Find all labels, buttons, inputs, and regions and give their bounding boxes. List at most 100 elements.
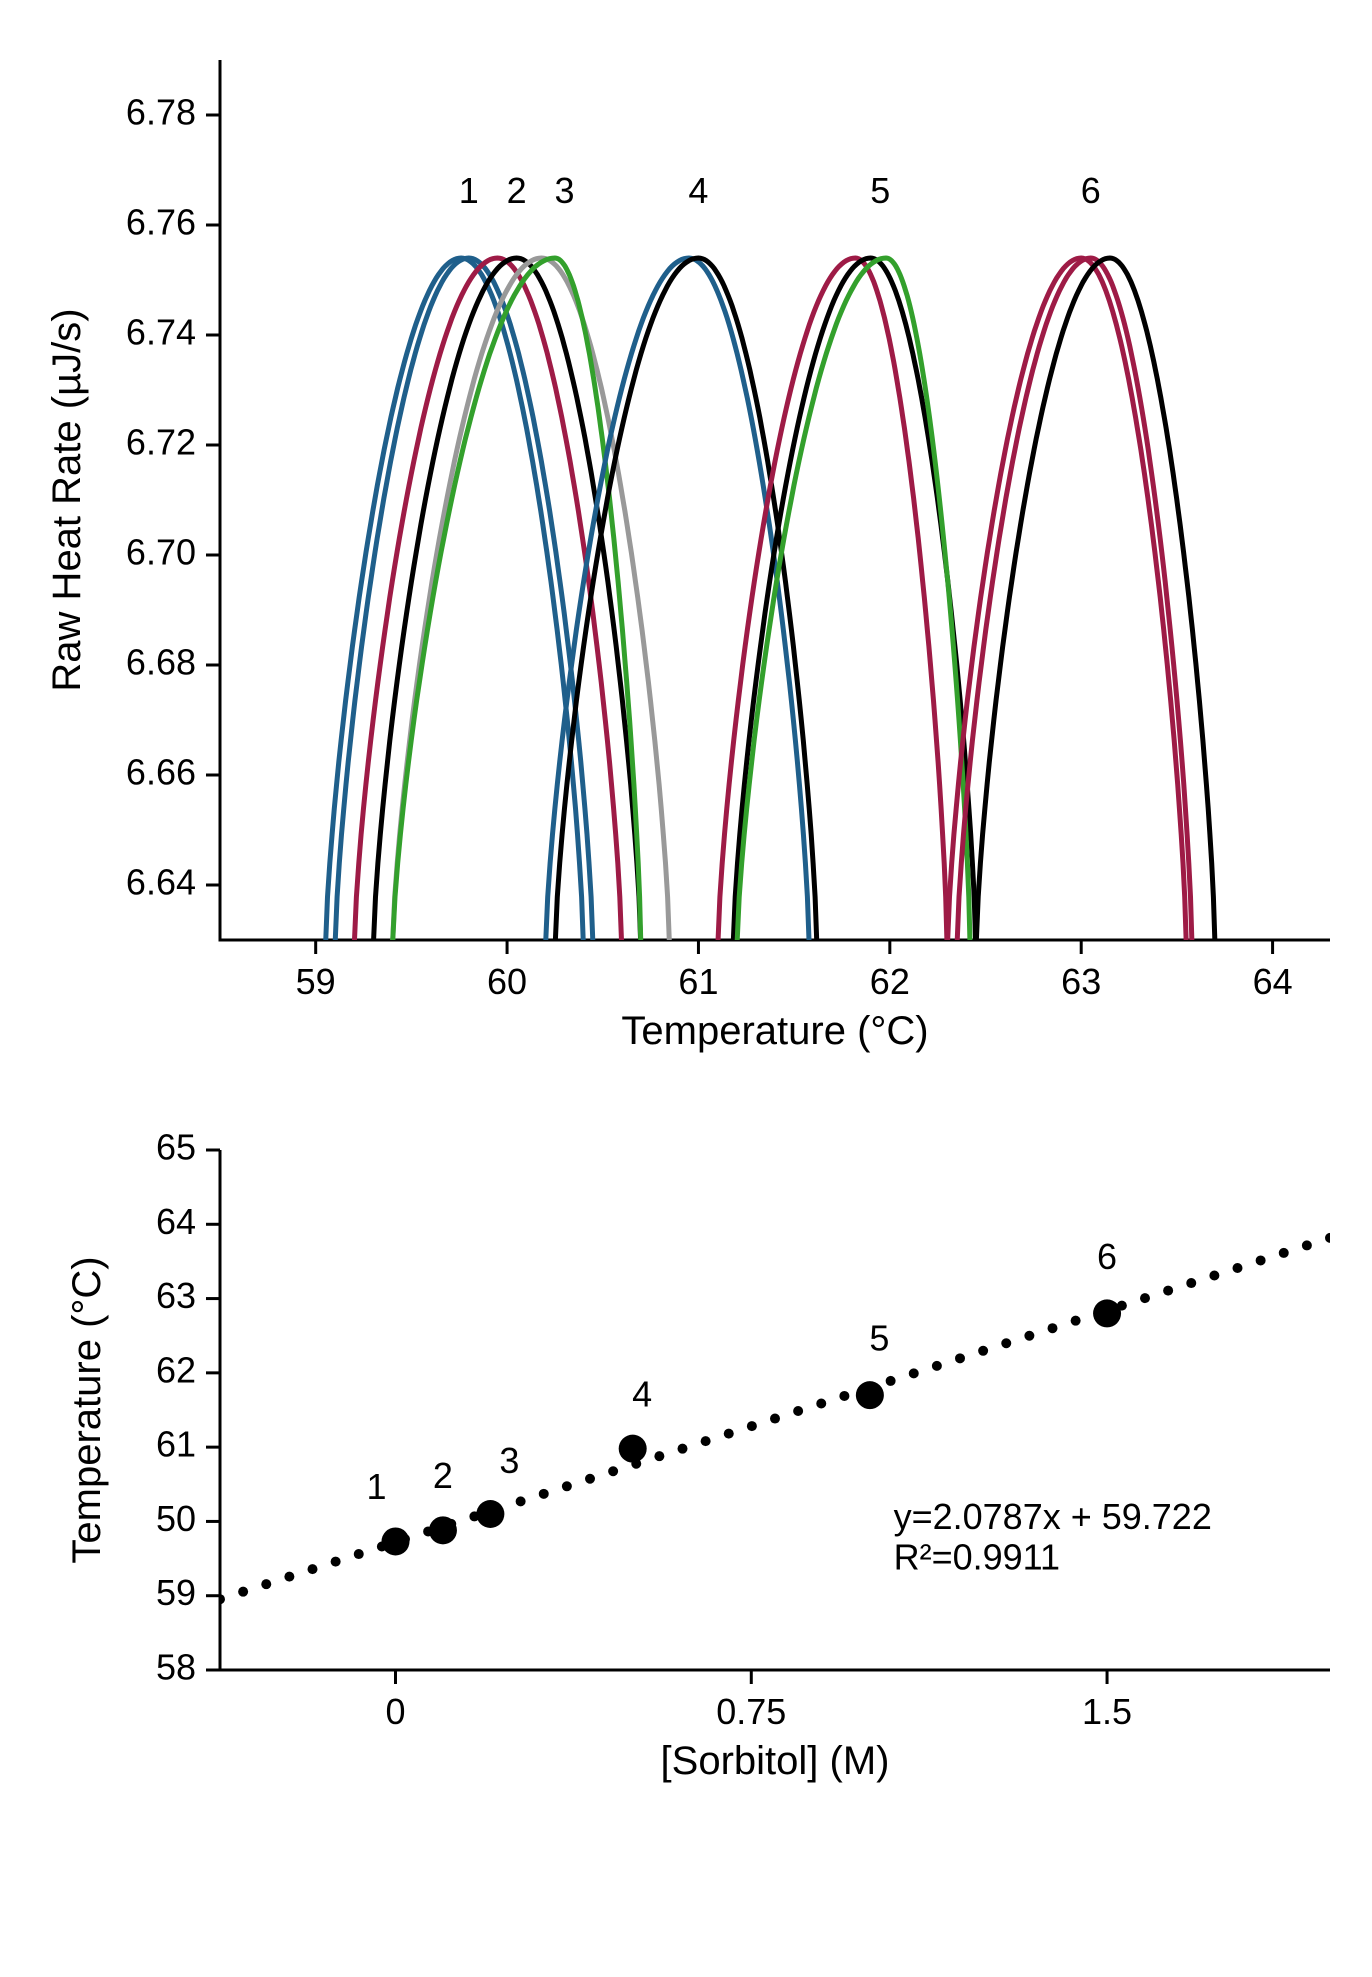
fit-dot: [1209, 1271, 1219, 1281]
figure-container: 6.646.666.686.706.726.746.766.7859606162…: [20, 20, 1372, 1957]
peak-label: 3: [554, 170, 574, 211]
fit-dot: [955, 1353, 965, 1363]
dsc-curve: [733, 258, 976, 951]
ytick-label: 6.64: [126, 862, 196, 903]
fit-dot: [1001, 1338, 1011, 1348]
ytick-label: 59: [156, 1572, 196, 1613]
data-point: [382, 1527, 410, 1555]
point-label: 6: [1097, 1236, 1117, 1277]
bottom-xlabel: [Sorbitol] (M): [661, 1739, 890, 1783]
fit-dot: [585, 1474, 595, 1484]
fit-dot: [1048, 1323, 1058, 1333]
bottom-axes: [220, 1150, 1330, 1670]
fit-dot: [724, 1429, 734, 1439]
bottom-ylabel: Temperature (°C): [65, 1256, 109, 1563]
ytick-label: 61: [156, 1424, 196, 1465]
fit-dot: [886, 1376, 896, 1386]
ytick-label: 6.74: [126, 312, 196, 353]
fit-dot: [1024, 1331, 1034, 1341]
ytick-label: 6.66: [126, 752, 196, 793]
figure-svg: 6.646.666.686.706.726.746.766.7859606162…: [20, 20, 1372, 1952]
data-point: [476, 1500, 504, 1528]
fit-dot: [747, 1421, 757, 1431]
fit-dot: [516, 1496, 526, 1506]
fit-dot: [261, 1579, 271, 1589]
point-label: 2: [433, 1455, 453, 1496]
ytick-label: 6.72: [126, 422, 196, 463]
fit-dot: [678, 1444, 688, 1454]
dsc-curve: [976, 258, 1215, 951]
data-point: [1093, 1299, 1121, 1327]
equation-line2: R²=0.9911: [894, 1537, 1060, 1578]
fit-dot: [909, 1368, 919, 1378]
data-point: [429, 1516, 457, 1544]
fit-dot: [932, 1361, 942, 1371]
fit-dot: [1302, 1240, 1312, 1250]
point-label: 3: [499, 1440, 519, 1481]
ytick-label: 58: [156, 1647, 196, 1688]
top-xlabel: Temperature (°C): [621, 1009, 928, 1053]
fit-dot: [562, 1481, 572, 1491]
ytick-label: 6.78: [126, 92, 196, 133]
fit-dot: [1163, 1286, 1173, 1296]
ytick-label: 6.70: [126, 532, 196, 573]
fit-dot: [1140, 1293, 1150, 1303]
equation-line1: y=2.0787x + 59.722: [894, 1496, 1212, 1537]
peak-label: 1: [459, 170, 479, 211]
dsc-curve: [392, 258, 641, 951]
fit-dot: [816, 1398, 826, 1408]
peak-label: 5: [870, 170, 890, 211]
dsc-curve: [957, 258, 1192, 951]
dsc-curve: [545, 258, 809, 951]
ytick-label: 63: [156, 1275, 196, 1316]
fit-dot: [793, 1406, 803, 1416]
bottom-chart: 585950616263646500.751.5[Sorbitol] (M)Te…: [65, 1127, 1335, 1783]
fit-dot: [978, 1346, 988, 1356]
ytick-label: 62: [156, 1349, 196, 1390]
xtick-label: 62: [870, 961, 910, 1002]
fit-dot: [839, 1391, 849, 1401]
fit-dot: [1325, 1233, 1335, 1243]
ytick-label: 65: [156, 1127, 196, 1168]
ytick-label: 6.68: [126, 642, 196, 683]
fit-dot: [354, 1549, 364, 1559]
fit-dot: [770, 1414, 780, 1424]
data-point: [619, 1435, 647, 1463]
point-label: 5: [869, 1318, 889, 1359]
ytick-label: 64: [156, 1201, 196, 1242]
top-ylabel: Raw Heat Rate (µJ/s): [45, 308, 89, 691]
xtick-label: 0: [385, 1691, 405, 1732]
fit-dot: [539, 1489, 549, 1499]
fit-dot: [1071, 1316, 1081, 1326]
xtick-label: 60: [487, 961, 527, 1002]
xtick-label: 64: [1253, 961, 1293, 1002]
ytick-label: 50: [156, 1498, 196, 1539]
data-point: [856, 1381, 884, 1409]
fit-dot: [238, 1587, 248, 1597]
fit-line: [215, 1233, 1335, 1604]
fit-dot: [1186, 1278, 1196, 1288]
fit-dot: [1233, 1263, 1243, 1273]
ytick-label: 6.76: [126, 202, 196, 243]
dsc-curve: [737, 258, 971, 951]
xtick-label: 61: [678, 961, 718, 1002]
fit-dot: [1256, 1255, 1266, 1265]
fit-dot: [701, 1436, 711, 1446]
fit-dot: [284, 1572, 294, 1582]
point-label: 1: [367, 1466, 387, 1507]
peak-label: 2: [507, 170, 527, 211]
fit-dot: [1279, 1248, 1289, 1258]
xtick-label: 1.5: [1082, 1691, 1132, 1732]
top-chart: 6.646.666.686.706.726.746.766.7859606162…: [45, 60, 1330, 1053]
fit-dot: [654, 1451, 664, 1461]
fit-dot: [608, 1466, 618, 1476]
xtick-label: 59: [296, 961, 336, 1002]
point-label: 4: [632, 1373, 652, 1414]
peak-label: 6: [1081, 170, 1101, 211]
xtick-label: 63: [1061, 961, 1101, 1002]
fit-dot: [308, 1564, 318, 1574]
top-curves: [325, 258, 1215, 951]
xtick-label: 0.75: [716, 1691, 786, 1732]
peak-label: 4: [688, 170, 708, 211]
fit-dot: [331, 1557, 341, 1567]
